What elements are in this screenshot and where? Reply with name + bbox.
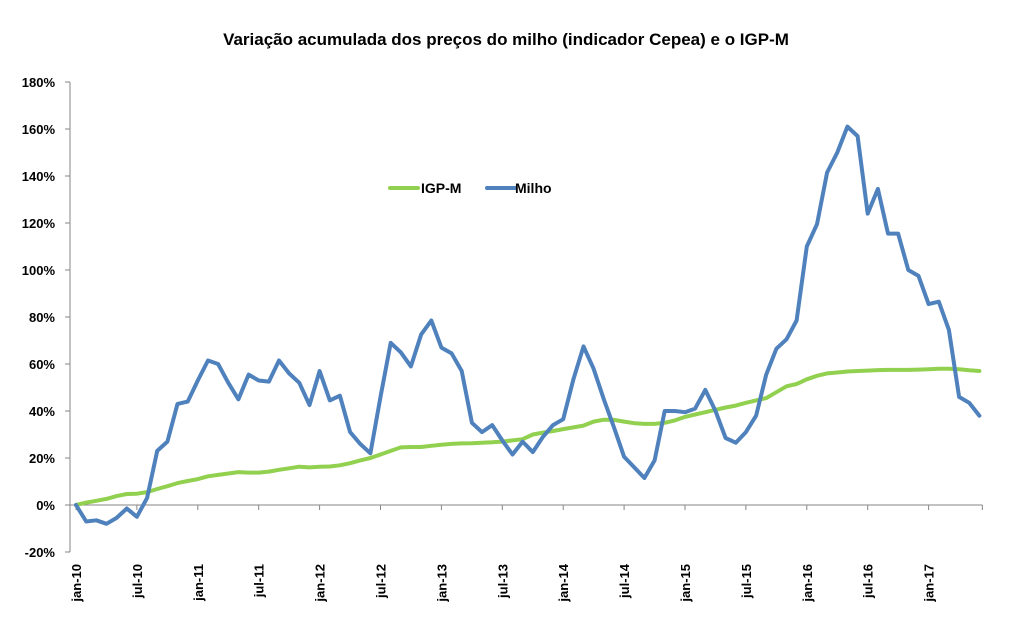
y-tick-label: 40%	[29, 404, 55, 419]
y-tick-label: 140%	[22, 169, 56, 184]
y-tick-label: -20%	[25, 545, 56, 560]
x-axis: jan-10 jul-10 jan-11 jul-11 jan-12 jul-12 jan-…	[69, 504, 983, 603]
x-tick-label: jan-14	[556, 563, 571, 602]
y-tick-label: 100%	[22, 263, 56, 278]
x-tick-label: jul-10	[130, 564, 145, 599]
x-tick-label: jan-11	[191, 564, 206, 602]
x-tick-label: jan-16	[800, 564, 815, 603]
legend: IGP-M Milho	[388, 180, 552, 196]
legend-label: Milho	[515, 180, 552, 196]
series-line	[74, 124, 982, 526]
x-tick-label: jan-10	[69, 564, 84, 603]
y-tick-label: 20%	[29, 451, 55, 466]
series-milho	[74, 124, 982, 526]
series-layer	[74, 124, 982, 526]
chart-title: Variação acumulada dos preços do milho (…	[223, 30, 789, 49]
legend-label: IGP-M	[421, 180, 461, 196]
series-line	[74, 366, 982, 507]
y-tick-label: 120%	[22, 216, 56, 231]
x-tick-label: jul-16	[861, 564, 876, 599]
x-tick-label: jul-15	[739, 564, 754, 599]
y-tick-label: 0%	[36, 498, 55, 513]
y-tick-label: 160%	[22, 122, 56, 137]
y-axis: -20% 0% 20% 40% 60% 80% 100% 120% 140% 160% 180%	[22, 75, 71, 560]
x-tick-label: jan-13	[434, 564, 449, 603]
x-tick-label: jul-14	[617, 563, 632, 599]
series-igp-m	[74, 366, 982, 507]
x-tick-label: jan-12	[313, 564, 328, 603]
x-tick-label: jul-12	[374, 564, 389, 599]
x-tick-label: jul-13	[495, 564, 510, 599]
y-tick-label: 80%	[29, 310, 55, 325]
x-tick-label: jul-11	[252, 564, 267, 598]
x-tick-label: jan-15	[678, 564, 693, 603]
y-tick-label: 60%	[29, 357, 55, 372]
legend-item-milho: Milho	[485, 180, 552, 196]
y-tick-label: 180%	[22, 75, 56, 90]
legend-item-igp-m: IGP-M	[388, 180, 461, 196]
x-tick-label: jan-17	[922, 564, 937, 603]
